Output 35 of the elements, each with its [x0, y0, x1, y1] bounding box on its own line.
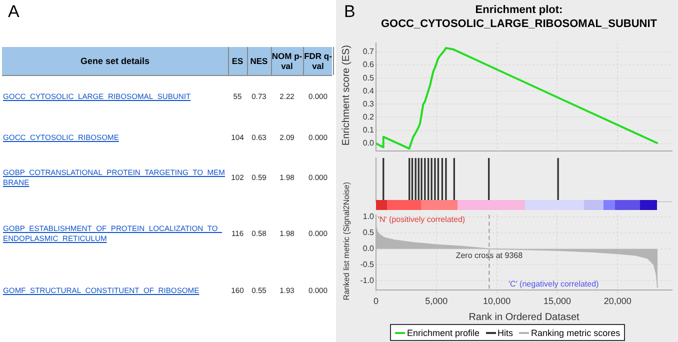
text: FDR q-val — [303, 47, 334, 75]
y-tick-label: 0.0 — [362, 244, 375, 254]
y-tick-label: 0.2 — [362, 112, 375, 122]
chart-title: Enrichment plot: GOCC_CYTOSOLIC_LARGE_RIBOSOMAL_SUBUNIT — [380, 3, 658, 31]
y-tick-label: 0.6 — [362, 60, 375, 70]
x-tick-label: 5,000 — [425, 296, 448, 306]
y-tick-label: 0.3 — [362, 99, 375, 108]
annotation: 'C' (negatively correlated) — [508, 279, 600, 288]
y-tick-label: 1.0 — [362, 212, 375, 222]
text: B — [344, 2, 356, 22]
y-tick-label: 0.5 — [362, 73, 375, 82]
text: NES — [247, 47, 272, 75]
text: NOM p-val — [271, 47, 304, 75]
x-tick-label: 0 — [373, 296, 379, 306]
text: ES — [228, 47, 248, 75]
y-tick-label: 0.5 — [362, 228, 375, 238]
text: A — [8, 2, 20, 22]
annotation: 'N' (positively correlated) — [378, 215, 466, 224]
y-tick-label: -0.5 — [360, 260, 375, 269]
y-tick-label: -1.0 — [360, 276, 375, 285]
x-axis-title: Rank in Ordered Dataset — [468, 312, 580, 323]
legend-label: Ranking metric scores — [530, 328, 620, 338]
y-tick-label: 0.7 — [362, 47, 375, 56]
y-axis-title: Ranked list metric (Signal2Noise) — [342, 182, 350, 300]
y-tick-label: 0.4 — [362, 86, 375, 96]
y-axis-title: Enrichment score (ES) — [340, 44, 352, 146]
legend-label: Enrichment profile — [406, 328, 480, 338]
y-tick-label: 0.0 — [362, 138, 375, 148]
y-tick-label: 0.1 — [362, 126, 375, 135]
text: Gene set details — [2, 47, 229, 75]
legend-label: Hits — [496, 328, 514, 338]
ref-line-label: Zero cross at 9368 — [456, 251, 524, 260]
x-tick-label: 20,000 — [604, 296, 632, 306]
x-tick-label: 10,000 — [483, 296, 511, 306]
x-tick-label: 15,000 — [543, 296, 571, 306]
